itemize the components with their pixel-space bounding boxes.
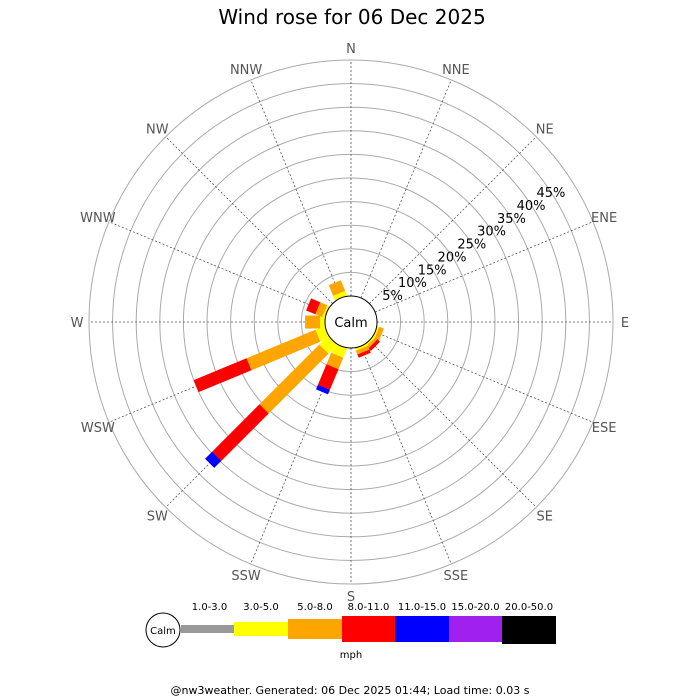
legend-label: 3.0-5.0 — [243, 602, 278, 613]
direction-label-nne: NNE — [442, 63, 470, 78]
calm-label: Calm — [334, 316, 367, 331]
bar-se-3.0-5.0 — [364, 335, 376, 347]
calm-center: Calm — [324, 295, 378, 349]
direction-label-nw: NW — [146, 122, 169, 137]
legend-label: 1.0-3.0 — [192, 602, 227, 613]
legend-label: 8.0-11.0 — [348, 602, 390, 613]
direction-label-n: N — [346, 42, 356, 57]
bar-sse-3.0-5.0 — [354, 343, 368, 351]
legend-swatch-1.0-3.0 — [181, 625, 234, 633]
legend-swatch-20.0-50.0 — [502, 616, 556, 644]
spoke-nne — [360, 79, 452, 299]
direction-label-ese: ESE — [592, 421, 617, 436]
direction-label-wnw: WNW — [80, 211, 116, 226]
legend-label: 15.0-20.0 — [451, 602, 499, 613]
grid-ring — [253, 224, 449, 420]
bar-ssw-11.0-15.0 — [316, 384, 330, 395]
spoke-nw — [165, 136, 333, 304]
spoke-ne — [369, 136, 537, 304]
spoke-nnw — [250, 79, 342, 299]
direction-label-wsw: WSW — [81, 421, 115, 436]
spoke-ene — [374, 221, 594, 313]
legend-swatch-5.0-8.0 — [288, 619, 342, 639]
direction-label-sw: SW — [147, 510, 168, 525]
direction-label-ne: NE — [536, 122, 554, 137]
bar-ese-5.0-8.0 — [374, 326, 384, 341]
percent-labels: 5%10%15%20%25%30%35%40%45% — [382, 186, 565, 304]
bar-nnw-3.0-5.0 — [333, 290, 348, 301]
percent-label: 25% — [457, 238, 486, 253]
grid-ring — [277, 248, 425, 396]
bar-nnw-5.0-8.0 — [328, 280, 346, 296]
bar-wnw-8.0-11.0 — [306, 298, 321, 315]
bar-sw-8.0-11.0 — [212, 404, 269, 461]
legend-swatch-8.0-11.0 — [342, 616, 395, 642]
bar-sw-5.0-8.0 — [259, 344, 329, 414]
spoke-ese — [374, 331, 594, 423]
legend-label: 11.0-15.0 — [398, 602, 446, 613]
bar-se-8.0-11.0 — [368, 339, 380, 351]
direction-labels: N NNE NE ENE E ESE SE SSE S SSW SW WSW W WNW NW NNW — [71, 42, 630, 605]
legend-swatch-15.0-20.0 — [449, 616, 502, 642]
spoke-ssw — [250, 345, 342, 565]
legend-calm-circle — [145, 612, 181, 648]
bar-wnw-5.0-8.0 — [315, 302, 328, 318]
percent-label: 45% — [536, 186, 565, 201]
legend-swatch-3.0-5.0 — [234, 622, 288, 636]
direction-label-ssw: SSW — [231, 569, 261, 584]
legend-units: mph — [340, 650, 362, 661]
legend-label: 20.0-50.0 — [505, 602, 553, 613]
direction-label-e: E — [621, 316, 629, 331]
footer-text: @nw3weather. Generated: 06 Dec 2025 01:4… — [171, 684, 530, 697]
percent-label: 15% — [418, 263, 447, 278]
bar-ssw-8.0-11.0 — [317, 364, 339, 390]
legend-swatch-11.0-15.0 — [395, 616, 449, 642]
grid-ring — [300, 271, 402, 373]
percent-label: 35% — [497, 212, 526, 227]
chart-title: Wind rose for 06 Dec 2025 — [218, 5, 485, 29]
bar-sse-5.0-8.0 — [355, 345, 370, 355]
direction-label-sse: SSE — [444, 569, 469, 584]
bar-ese-3.0-5.0 — [372, 325, 380, 339]
direction-label-se: SE — [536, 510, 552, 525]
bar-w-3.0-5.0 — [320, 315, 325, 329]
bar-wsw-8.0-11.0 — [193, 358, 252, 393]
bar-se-5.0-8.0 — [366, 337, 378, 349]
bar-sw-11.0-15.0 — [205, 451, 222, 468]
direction-label-w: W — [71, 316, 84, 331]
spoke-sse — [360, 345, 452, 565]
spoke-se — [369, 340, 537, 508]
percent-label: 10% — [398, 276, 427, 291]
grid-ring — [88, 59, 614, 585]
bar-wnw-3.0-5.0 — [322, 305, 330, 319]
direction-label-nnw: NNW — [230, 63, 262, 78]
bar-wsw-5.0-8.0 — [246, 329, 321, 371]
legend-label: 5.0-8.0 — [297, 602, 332, 613]
spoke-wnw — [108, 221, 328, 313]
percent-label: 5% — [382, 289, 403, 304]
bar-ssw-5.0-8.0 — [326, 352, 344, 370]
percent-label: 30% — [477, 225, 506, 240]
direction-label-s: S — [347, 590, 355, 605]
legend-calm-label: Calm — [150, 626, 176, 637]
percent-label: 20% — [438, 250, 467, 265]
bar-sse-8.0-11.0 — [357, 349, 371, 358]
direction-label-ene: ENE — [591, 211, 617, 226]
bar-w-5.0-8.0 — [305, 315, 320, 329]
grid-ring — [230, 201, 472, 443]
percent-label: 40% — [517, 199, 546, 214]
speed-legend: Calm 1.0-3.0 3.0-5.0 5.0-8.0 8.0-11.0 11.0-15… — [145, 602, 556, 661]
wind-bars — [193, 280, 384, 468]
